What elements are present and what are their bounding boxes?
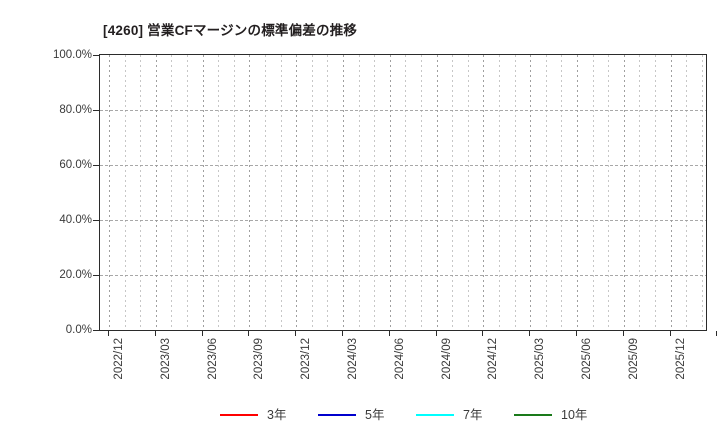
legend-color-swatch	[318, 413, 356, 417]
x-axis-tick-label: 2025/06	[581, 338, 593, 380]
legend-color-swatch	[416, 413, 454, 417]
x-axis-tick-label: 2023/03	[160, 338, 172, 380]
x-axis-tick-mark	[576, 331, 577, 336]
legend-color-swatch	[514, 413, 552, 417]
legend-item[interactable]: 5年	[318, 404, 384, 426]
x-axis-tick-label: 2022/12	[113, 338, 125, 380]
x-axis-tick-mark	[482, 331, 483, 336]
x-axis-tick-mark	[529, 331, 530, 336]
legend-color-swatch	[220, 413, 258, 417]
legend-label: 7年	[463, 407, 483, 422]
x-axis-tick-label: 2025/03	[534, 338, 546, 380]
y-axis-labels: 0.0% 20.0% 40.0% 60.0% 80.0% 100.0%	[0, 49, 92, 336]
chart-title: [4260] 営業CFマージンの標準偏差の推移	[103, 23, 358, 38]
legend-label: 3年	[267, 407, 287, 422]
x-axis-tick-mark	[389, 331, 390, 336]
x-axis-tick-mark	[155, 331, 156, 336]
x-axis-tick-label: 2023/06	[207, 338, 219, 380]
x-axis-tick-label: 2024/06	[394, 338, 406, 380]
x-axis-tick-label: 2024/03	[347, 338, 359, 380]
chart-legend: 3年 5年 7年 10年	[0, 404, 720, 428]
legend-item[interactable]: 7年	[416, 404, 482, 426]
y-axis-tick-mark	[93, 275, 99, 276]
x-axis-labels: 2022/12 2023/03 2023/06 2023/09 2023/12 2024/…	[99, 331, 717, 401]
legend-item[interactable]: 3年	[220, 404, 286, 426]
y-axis-tick-label: 80.0%	[59, 104, 92, 116]
x-axis-tick-mark	[623, 331, 624, 336]
y-axis-tick-label: 40.0%	[59, 214, 92, 226]
grid-lines	[100, 55, 706, 330]
y-axis-tick-label: 20.0%	[59, 269, 92, 281]
y-axis-tick-label: 0.0%	[65, 324, 92, 336]
x-axis-tick-label: 2023/09	[253, 338, 265, 380]
y-axis-tick-marks	[0, 54, 99, 331]
y-axis-tick-label: 100.0%	[52, 49, 92, 61]
x-axis-tick-label: 2024/12	[487, 338, 499, 380]
legend-item[interactable]: 10年	[514, 404, 587, 426]
x-axis-tick-label: 2025/09	[628, 338, 640, 380]
x-axis-tick-mark	[202, 331, 203, 336]
y-axis-tick-mark	[93, 110, 99, 111]
x-axis-tick-mark	[436, 331, 437, 336]
x-axis-tick-label: 2024/09	[441, 338, 453, 380]
legend-label: 5年	[365, 407, 385, 422]
x-axis-tick-mark	[342, 331, 343, 336]
x-axis-tick-label: 2025/12	[675, 338, 687, 380]
y-axis-tick-mark	[93, 165, 99, 166]
y-axis-tick-mark	[93, 330, 99, 331]
plot-area	[99, 54, 707, 331]
y-axis-tick-mark	[93, 55, 99, 56]
y-axis-tick-label: 60.0%	[59, 159, 92, 171]
x-axis-tick-mark	[108, 331, 109, 336]
y-axis-tick-mark	[93, 220, 99, 221]
x-axis-tick-label: 2023/12	[300, 338, 312, 380]
legend-label: 10年	[561, 407, 588, 422]
x-axis-tick-mark	[248, 331, 249, 336]
data-series-layer	[100, 55, 706, 330]
x-axis-tick-mark	[716, 331, 717, 336]
x-axis-tick-mark	[295, 331, 296, 336]
x-axis-tick-mark	[670, 331, 671, 336]
